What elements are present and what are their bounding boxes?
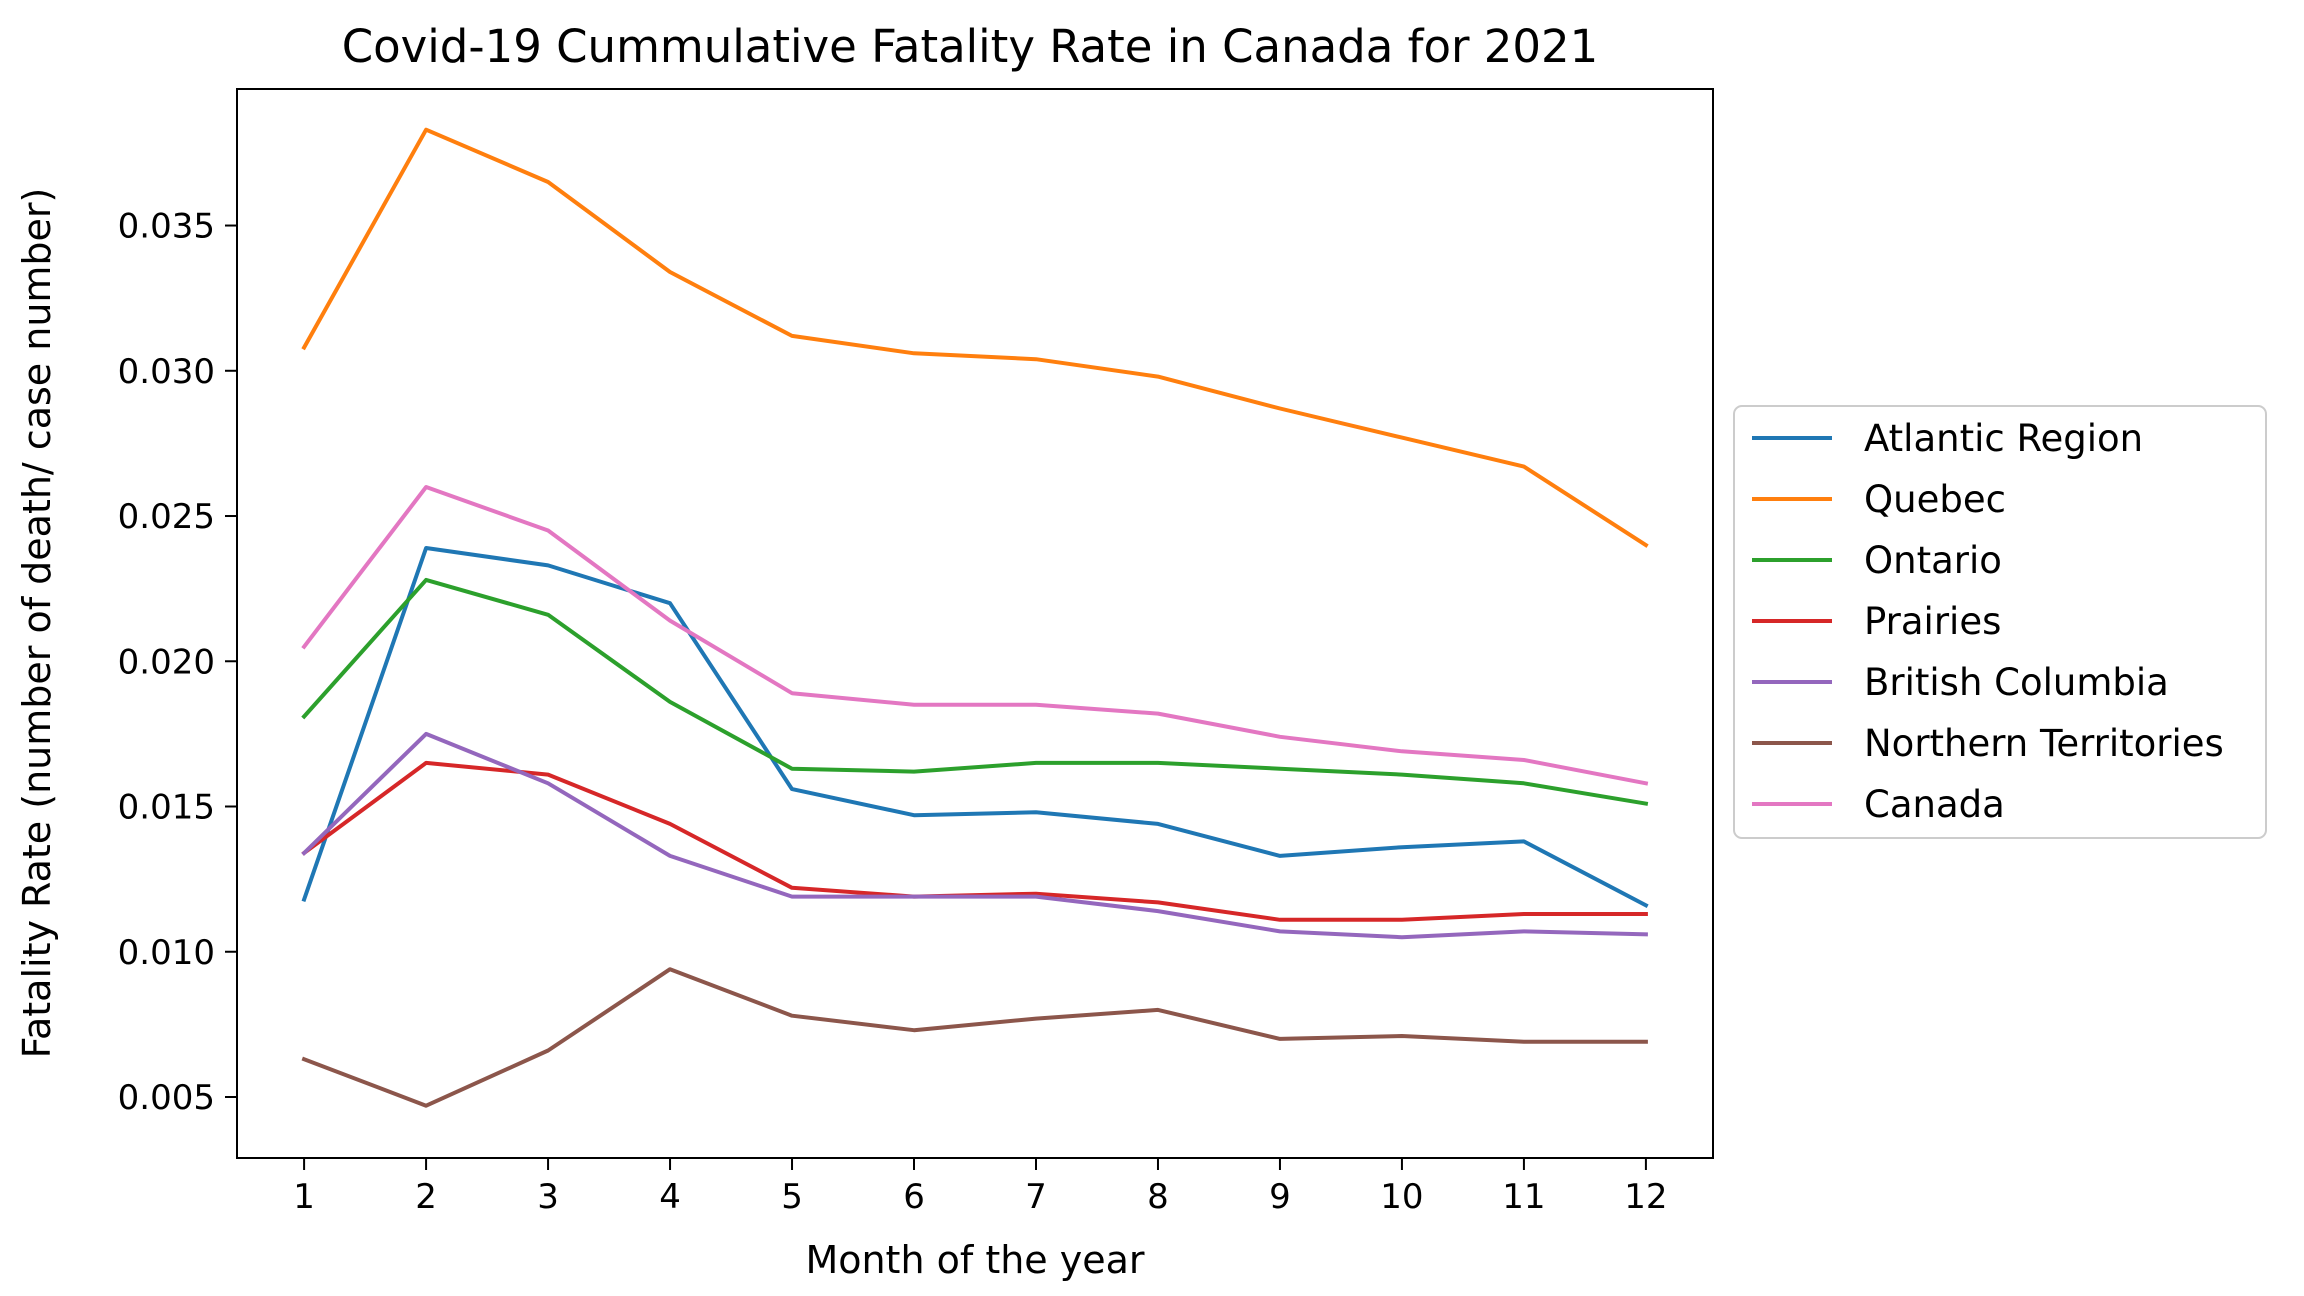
series-line-northern-territories: [301, 967, 1648, 1108]
series-line-british-columbia: [301, 731, 1648, 940]
y-tick-label: 0.025: [118, 497, 215, 537]
legend-label: Ontario: [1864, 539, 2002, 582]
y-axis: 0.005 0.010 0.015 0.020 0.025 0.030 0.035: [118, 207, 237, 1118]
y-tick-label: 0.030: [118, 352, 215, 392]
x-tick-label: 6: [903, 1177, 925, 1217]
series-line-ontario: [301, 577, 1649, 806]
x-tick-label: 2: [415, 1177, 437, 1217]
y-axis-label: Fatality Rate (number of death/ case num…: [15, 188, 59, 1059]
chart-title: Covid-19 Cummulative Fatality Rate in Ca…: [342, 20, 1599, 73]
legend-frame: [1733, 405, 2267, 839]
y-tick-label: 0.010: [118, 933, 215, 973]
x-axis-label: Month of the year: [805, 1238, 1144, 1282]
x-tick-label: 5: [781, 1177, 803, 1217]
legend: Atlantic Region Quebec Ontario Prairies Brit…: [1733, 405, 2267, 839]
y-tick-label: 0.020: [118, 642, 215, 682]
x-tick-label: 3: [537, 1177, 559, 1217]
x-tick-label: 1: [293, 1177, 315, 1217]
legend-label: British Columbia: [1864, 661, 2169, 704]
legend-label: Quebec: [1864, 478, 2006, 521]
plot-frame: [236, 88, 1714, 1159]
legend-label: Atlantic Region: [1864, 417, 2143, 460]
x-tick-label: 12: [1624, 1177, 1667, 1217]
y-tick-label: 0.005: [118, 1078, 215, 1118]
plot-lines: [301, 127, 1649, 1108]
x-tick-label: 8: [1147, 1177, 1169, 1217]
series-line-quebec: [301, 127, 1649, 548]
series-line-atlantic-region: [301, 546, 1649, 908]
x-tick-label: 7: [1025, 1177, 1047, 1217]
y-tick-label: 0.035: [118, 207, 215, 247]
x-tick-label: 4: [659, 1177, 681, 1217]
series-line-canada: [301, 485, 1649, 786]
y-tick-label: 0.015: [118, 788, 215, 828]
legend-label: Prairies: [1864, 600, 2001, 643]
x-tick-label: 11: [1502, 1177, 1545, 1217]
x-tick-label: 10: [1380, 1177, 1423, 1217]
legend-label: Canada: [1864, 783, 2005, 826]
x-tick-label: 9: [1269, 1177, 1291, 1217]
legend-label: Northern Territories: [1864, 722, 2224, 765]
x-axis: 1 2 3 4 5 6 7 8 9 10 11 12: [293, 1158, 1668, 1217]
